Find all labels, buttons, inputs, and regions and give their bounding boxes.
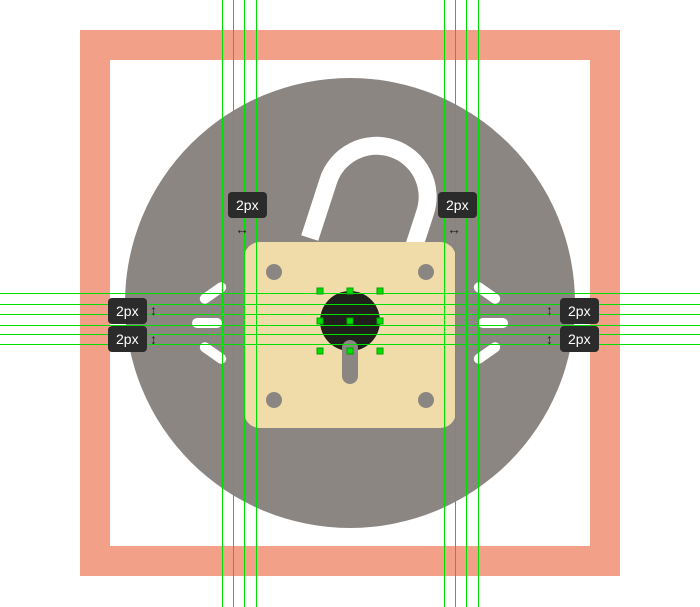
measurement-arrow-icon: ↕ bbox=[150, 332, 157, 346]
lock-rivet bbox=[418, 392, 434, 408]
selection-handle[interactable] bbox=[378, 289, 383, 294]
lock-rivet bbox=[266, 264, 282, 280]
shine-ray bbox=[478, 318, 508, 328]
measurement-label: 2px bbox=[438, 192, 477, 218]
selection-handle[interactable] bbox=[378, 319, 383, 324]
lock-rivet bbox=[266, 392, 282, 408]
selection-handle[interactable] bbox=[318, 349, 323, 354]
measurement-arrow-icon: ↕ bbox=[150, 303, 157, 317]
shine-ray bbox=[192, 318, 222, 328]
selection-handle[interactable] bbox=[318, 289, 323, 294]
measurement-label: 2px bbox=[228, 192, 267, 218]
measurement-arrow-icon: ↕ bbox=[546, 332, 553, 346]
lock-rivet bbox=[418, 264, 434, 280]
selection-handle[interactable] bbox=[318, 319, 323, 324]
measurement-label: 2px bbox=[108, 298, 147, 324]
measurement-arrow-icon: ↔ bbox=[235, 222, 249, 236]
selection-handle[interactable] bbox=[348, 289, 353, 294]
selection-handle[interactable] bbox=[378, 349, 383, 354]
measurement-label: 2px bbox=[560, 298, 599, 324]
selection-handle[interactable] bbox=[348, 349, 353, 354]
design-canvas[interactable]: 2px↔2px↔2px↕2px↕2px↕2px↕ bbox=[0, 0, 700, 607]
measurement-label: 2px bbox=[560, 326, 599, 352]
measurement-arrow-icon: ↕ bbox=[546, 303, 553, 317]
measurement-arrow-icon: ↔ bbox=[447, 222, 461, 236]
measurement-label: 2px bbox=[108, 326, 147, 352]
selection-handle[interactable] bbox=[348, 319, 353, 324]
keyhole-slot bbox=[342, 340, 358, 384]
